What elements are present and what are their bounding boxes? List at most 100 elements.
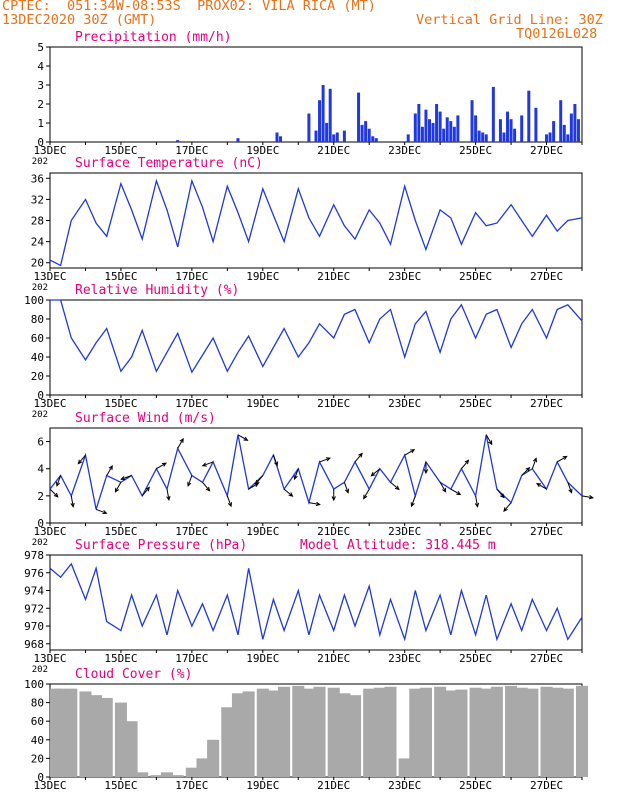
data-bar bbox=[545, 134, 549, 142]
wind-arrow bbox=[461, 459, 469, 470]
wind-arrow-head bbox=[145, 486, 151, 492]
data-bar bbox=[207, 739, 220, 777]
y-tick-label: 0 bbox=[37, 136, 44, 149]
data-line bbox=[49, 434, 583, 510]
wind-arrow bbox=[187, 475, 193, 487]
wind-arrow-head bbox=[55, 481, 61, 487]
data-bar bbox=[413, 113, 417, 142]
wind-arrow-head bbox=[344, 488, 350, 494]
data-bar bbox=[279, 136, 283, 142]
y-tick-label: 20 bbox=[31, 370, 44, 383]
wind-arrow bbox=[308, 502, 320, 506]
wind-arrow-head bbox=[488, 440, 493, 446]
x-year-label: 202 bbox=[32, 665, 48, 675]
wind-arrow-head bbox=[474, 502, 480, 508]
data-bar bbox=[490, 686, 503, 777]
data-bar bbox=[534, 107, 538, 142]
wind-arrow-head bbox=[53, 492, 59, 498]
x-tick-label: 17DEC bbox=[175, 779, 208, 792]
panel-title: Relative Humidity (%) bbox=[75, 283, 239, 298]
header-station: CPTEC: 051:34W-08:53S PROX02: VILA RICA … bbox=[2, 0, 376, 14]
data-bar bbox=[576, 119, 580, 142]
wind-arrow-head bbox=[588, 495, 594, 500]
data-bar bbox=[474, 115, 478, 142]
wind-arrow bbox=[202, 461, 214, 467]
data-bar bbox=[548, 132, 552, 142]
y-tick-label: 976 bbox=[24, 567, 44, 580]
y-tick-label: 968 bbox=[24, 638, 44, 651]
wind-arrow bbox=[141, 487, 150, 497]
wind-arrow-head bbox=[187, 481, 192, 487]
x-tick-label: 17DEC bbox=[175, 397, 208, 410]
wind-arrow-head bbox=[423, 469, 429, 475]
data-bar bbox=[505, 685, 518, 777]
wind-arrow-head bbox=[77, 459, 83, 465]
y-tick-label: 6 bbox=[37, 436, 44, 449]
data-bar bbox=[221, 707, 234, 777]
wind-arrow-head bbox=[201, 462, 207, 467]
x-tick-label: 27DEC bbox=[530, 144, 563, 157]
data-bar bbox=[449, 121, 453, 142]
data-bar bbox=[438, 111, 442, 142]
x-tick-label: 23DEC bbox=[388, 270, 421, 283]
data-bar bbox=[513, 128, 517, 142]
wind-arrow-head bbox=[500, 493, 505, 499]
wind-arrow-head bbox=[227, 502, 232, 508]
wind-arrow-head bbox=[456, 490, 462, 496]
x-tick-label: 27DEC bbox=[530, 397, 563, 410]
x-tick-label: 23DEC bbox=[388, 652, 421, 665]
y-tick-label: 3 bbox=[37, 79, 44, 92]
data-bar bbox=[502, 132, 506, 142]
plot-frame bbox=[49, 554, 583, 651]
wind-arrow bbox=[294, 468, 299, 480]
wind-arrow-head bbox=[70, 502, 75, 508]
x-tick-label: 15DEC bbox=[104, 779, 137, 792]
x-tick-label: 13DEC bbox=[33, 525, 66, 538]
x-tick-label: 23DEC bbox=[388, 144, 421, 157]
data-bar bbox=[275, 132, 279, 142]
data-bar bbox=[484, 134, 488, 142]
data-bar bbox=[150, 775, 163, 777]
x-year-label: 202 bbox=[32, 538, 48, 548]
panel-1 bbox=[46, 46, 583, 145]
data-bar bbox=[136, 772, 149, 777]
x-year-label: 202 bbox=[32, 283, 48, 293]
x-tick-label: 19DEC bbox=[246, 525, 279, 538]
data-bar bbox=[342, 130, 346, 142]
wind-arrow bbox=[248, 483, 259, 490]
wind-arrow bbox=[404, 449, 415, 456]
data-bar bbox=[338, 693, 351, 777]
y-tick-label: 100 bbox=[24, 294, 44, 307]
data-bar bbox=[444, 690, 457, 777]
x-tick-label: 17DEC bbox=[175, 652, 208, 665]
y-tick-label: 40 bbox=[31, 734, 44, 747]
data-bar bbox=[307, 113, 311, 142]
data-bar bbox=[278, 686, 291, 777]
wind-arrow-head bbox=[464, 459, 470, 465]
data-bar bbox=[332, 134, 336, 142]
y-tick-label: 4 bbox=[37, 60, 44, 73]
data-bar bbox=[455, 689, 468, 777]
data-bar bbox=[498, 119, 502, 142]
data-bar bbox=[434, 686, 447, 777]
wind-arrow bbox=[531, 458, 537, 469]
wind-arrow bbox=[95, 508, 107, 514]
x-tick-label: 13DEC bbox=[33, 397, 66, 410]
wind-arrow-head bbox=[358, 452, 363, 458]
x-tick-label: 19DEC bbox=[246, 144, 279, 157]
plot-frame bbox=[49, 172, 583, 269]
data-bar bbox=[196, 758, 209, 777]
altitude-annotation: Model Altitude: 318.445 m bbox=[300, 538, 496, 553]
y-tick-label: 60 bbox=[31, 332, 44, 345]
data-bar bbox=[176, 140, 180, 142]
data-bar bbox=[419, 687, 432, 777]
wind-arrow bbox=[485, 434, 493, 445]
data-bar bbox=[506, 111, 510, 142]
wind-arrow-head bbox=[120, 476, 126, 481]
y-tick-label: 36 bbox=[31, 172, 44, 185]
data-line bbox=[49, 562, 583, 642]
x-tick-label: 13DEC bbox=[33, 652, 66, 665]
data-bar bbox=[424, 109, 428, 142]
data-bar bbox=[314, 130, 318, 142]
x-tick-label: 25DEC bbox=[459, 397, 492, 410]
